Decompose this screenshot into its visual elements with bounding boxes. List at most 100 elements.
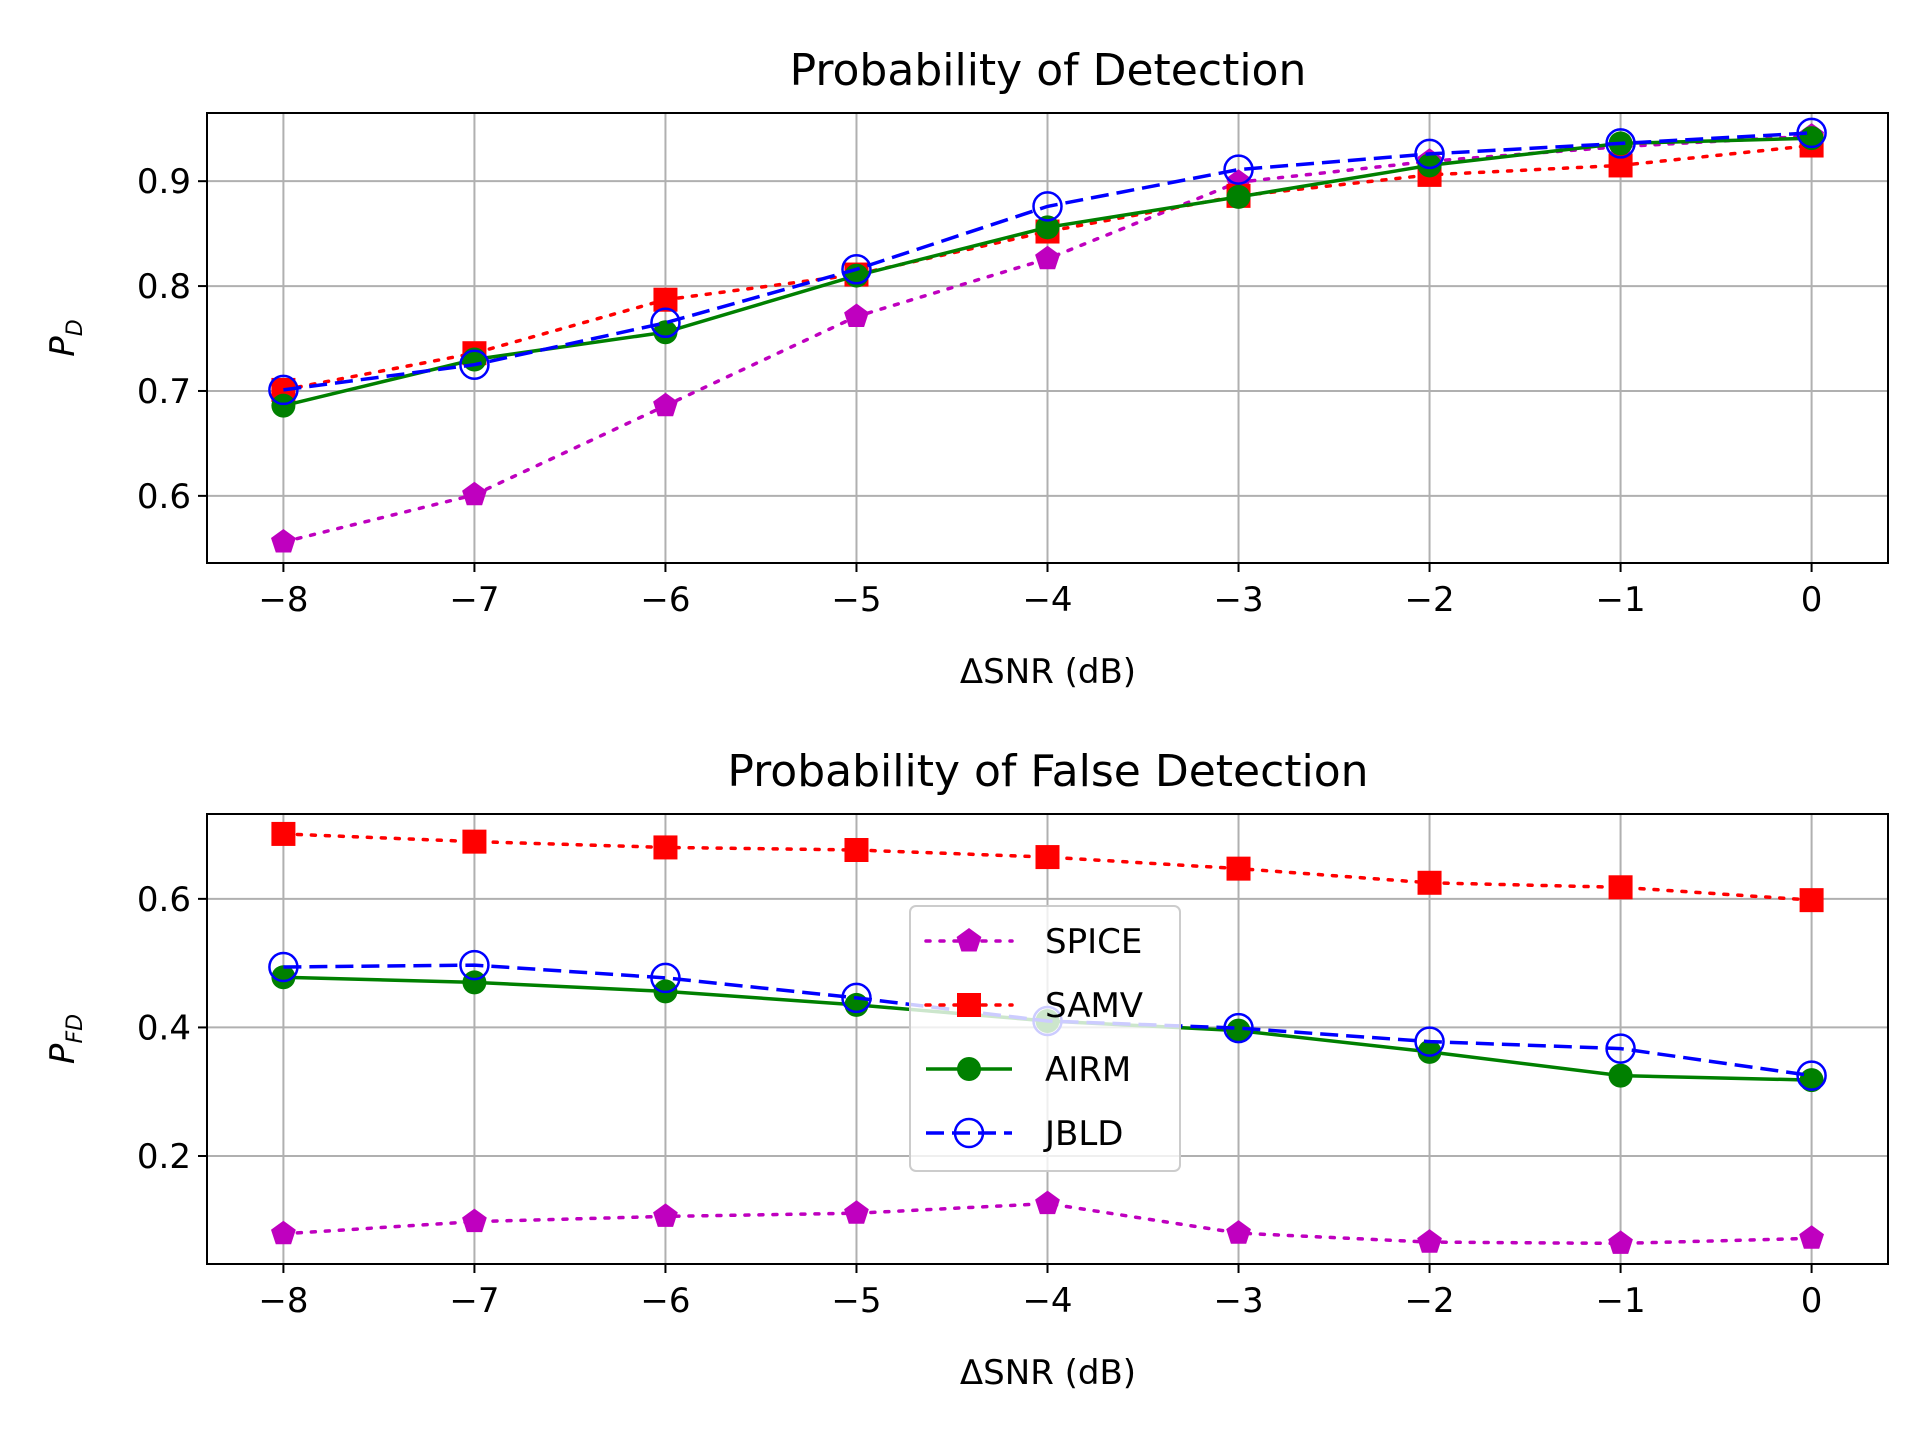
data-point-spice: [271, 1220, 296, 1245]
data-point-jbld: [459, 949, 490, 981]
chart-title: Probability of False Detection: [727, 746, 1368, 797]
data-point-jbld: [1605, 128, 1636, 159]
series-line-jbld: [283, 131, 1812, 392]
data-point-jbld: [1414, 1026, 1445, 1057]
x-tick-label: −6: [640, 1281, 690, 1321]
series-group: [268, 117, 1827, 553]
data-point-jbld: [1032, 191, 1063, 222]
x-axis-label: ΔSNR (dB): [960, 1353, 1136, 1393]
legend-entry-spice: SPICE: [924, 922, 1142, 962]
data-point-jbld: [1223, 1012, 1254, 1044]
data-point-spice: [844, 1200, 869, 1224]
x-tick-labels: −8 −7 −6 −5 −4 −3 −2 −1 0: [258, 563, 1822, 620]
data-point-spice: [1417, 1229, 1442, 1253]
data-point-jbld: [1796, 117, 1827, 149]
data-point-jbld: [459, 349, 490, 380]
y-tick-label: 0.2: [137, 1137, 191, 1177]
data-point-jbld: [1414, 138, 1445, 170]
data-point-jbld: [268, 374, 299, 406]
y-tick-label: 0.6: [137, 477, 191, 517]
x-tick-label: −8: [258, 1281, 308, 1321]
legend-label: SAMV: [1045, 986, 1143, 1026]
data-point-airm: [1417, 153, 1442, 178]
data-point-airm: [462, 970, 487, 995]
data-point-airm: [1226, 184, 1251, 209]
x-tick-label: −1: [1596, 580, 1646, 620]
data-point-samv: [271, 821, 296, 846]
y-tick-label: 0.6: [137, 880, 191, 920]
x-tick-label: −5: [831, 580, 881, 620]
x-tick-label: −2: [1404, 1281, 1454, 1321]
data-point-spice: [1035, 245, 1060, 270]
y-tick-label: 0.9: [137, 162, 191, 202]
x-tick-labels: −8 −7 −6 −5 −4 −3 −2 −1 0: [258, 1264, 1822, 1321]
y-tick-labels: 0.6 0.7 0.8 0.9: [137, 162, 207, 517]
legend: SPICE SAMV AIRM JBLD: [909, 905, 1181, 1172]
legend-entry-samv: SAMV: [924, 986, 1143, 1026]
data-point-spice: [1035, 1190, 1060, 1215]
data-point-airm: [1799, 1068, 1824, 1093]
data-point-samv: [1226, 856, 1251, 881]
series-line-spice: [281, 1201, 1814, 1246]
legend-swatch-marker: [957, 1057, 981, 1081]
subplot-detection: Probability of Detection −8 −7 −6 −5 −4 −3 −2−…: [43, 45, 1889, 692]
legend-swatch-marker: [953, 1117, 985, 1149]
data-point-airm: [1035, 215, 1060, 240]
chart-title: Probability of Detection: [790, 45, 1307, 96]
x-tick-label: −3: [1213, 1281, 1263, 1321]
legend-label: SPICE: [1045, 922, 1142, 962]
legend-label: AIRM: [1045, 1050, 1131, 1090]
x-tick-label: −8: [258, 580, 308, 620]
data-point-spice: [462, 1208, 487, 1233]
data-point-jbld: [268, 951, 299, 983]
data-point-samv: [462, 829, 487, 854]
data-point-samv: [1417, 870, 1442, 895]
data-point-samv: [1799, 888, 1824, 913]
data-point-samv: [844, 838, 869, 862]
x-tick-label: −7: [449, 1281, 499, 1321]
data-point-jbld: [1223, 154, 1254, 185]
x-tick-label: 0: [1801, 580, 1823, 620]
x-tick-label: −7: [449, 580, 499, 620]
grid: [207, 113, 1888, 563]
series-airm: [271, 126, 1824, 418]
legend-entries: SPICE SAMV AIRM JBLD: [924, 922, 1143, 1154]
y-axis-label: PD: [43, 319, 88, 356]
data-point-spice: [844, 303, 869, 327]
legend-entry-airm: AIRM: [926, 1050, 1131, 1090]
y-tick-label: 0.8: [137, 267, 191, 307]
y-tick-label: 0.4: [137, 1008, 191, 1048]
data-point-spice: [271, 529, 296, 553]
data-point-samv: [1608, 875, 1633, 900]
data-point-jbld: [1605, 1033, 1636, 1064]
data-point-airm: [1417, 1039, 1442, 1064]
data-point-samv: [653, 835, 678, 860]
x-tick-label: 0: [1801, 1281, 1823, 1321]
data-point-jbld: [650, 307, 681, 339]
series-jbld: [268, 117, 1827, 406]
data-point-airm: [1226, 1018, 1251, 1043]
data-point-jbld: [650, 962, 681, 994]
data-point-spice: [1226, 1220, 1251, 1244]
x-tick-label: −2: [1404, 580, 1454, 620]
legend-entry-jbld: JBLD: [926, 1114, 1123, 1154]
series-spice: [271, 1190, 1824, 1254]
legend-box: [909, 905, 1181, 1172]
x-tick-label: −3: [1213, 580, 1263, 620]
x-tick-label: −4: [1022, 1281, 1072, 1321]
data-point-airm: [653, 320, 678, 345]
x-axis-label: ΔSNR (dB): [960, 652, 1136, 692]
data-point-spice: [653, 1203, 678, 1227]
series-samv: [271, 821, 1824, 913]
y-tick-labels: 0.2 0.4 0.6: [137, 880, 207, 1177]
x-tick-label: −4: [1022, 580, 1072, 620]
legend-swatch-marker: [957, 993, 981, 1017]
legend-swatch-marker: [956, 928, 982, 952]
x-tick-label: −6: [640, 580, 690, 620]
series-line-samv: [281, 832, 1814, 902]
data-point-jbld: [841, 254, 872, 285]
data-point-jbld: [841, 982, 872, 1014]
y-tick-label: 0.7: [137, 372, 191, 412]
data-point-airm: [1608, 1063, 1633, 1088]
